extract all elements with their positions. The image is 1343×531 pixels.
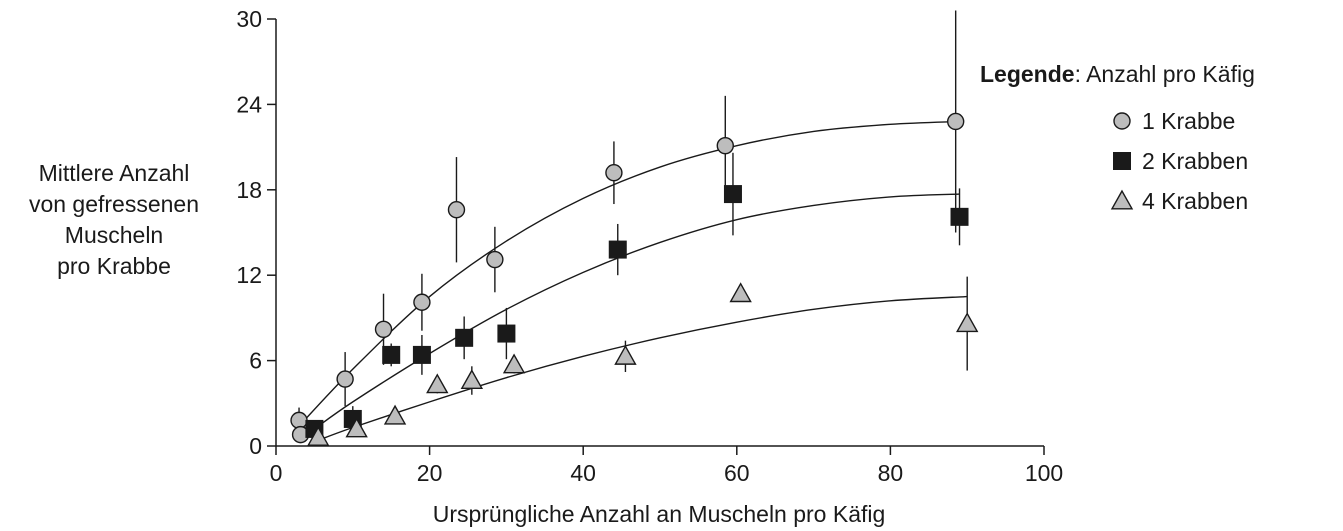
data-point-square	[455, 328, 474, 347]
axes: 0 20 40 60 80 100 0 6 12 18 24 30	[236, 6, 1063, 486]
data-point-circle	[447, 201, 466, 219]
data-point-triangle	[614, 344, 637, 365]
data-point-circle	[716, 136, 734, 155]
plot-area	[290, 10, 979, 446]
data-point-triangle	[956, 312, 979, 333]
y-tick-label: 6	[249, 348, 262, 374]
legend-title-bold: Legende	[980, 61, 1075, 87]
data-point-circle	[336, 370, 354, 388]
fit-lines	[298, 120, 968, 443]
data-point-square	[382, 345, 401, 364]
data-point-square	[412, 345, 431, 364]
x-tick-label: 0	[270, 460, 283, 486]
legend-label: 2 Krabben	[1142, 148, 1248, 174]
legend-label: 4 Krabben	[1142, 188, 1248, 214]
x-tick-label: 80	[878, 460, 904, 486]
legend-items: 1 Krabbe 2 Krabben 4 Krabben	[1110, 108, 1248, 214]
x-tick-label: 20	[417, 460, 443, 486]
data-point-square	[497, 324, 516, 343]
legend: Legende: Anzahl pro Käfig 1 Krabbe 2 Krab…	[980, 61, 1255, 214]
data-point-circle	[374, 320, 393, 338]
y-axis-label-line: Mittlere Anzahl	[39, 160, 190, 186]
y-axis-label: Mittlere Anzahl von gefressenen Muscheln pr…	[29, 160, 199, 279]
data-point-triangle	[502, 353, 526, 374]
legend-marker-circle	[1113, 112, 1131, 130]
fit-line-square	[313, 193, 960, 430]
x-ticks: 0 20 40 60 80 100	[270, 446, 1063, 486]
data-point-square	[608, 240, 627, 259]
data-point-circle	[946, 112, 965, 131]
y-axis-label-line: von gefressenen	[29, 191, 199, 217]
y-tick-label: 30	[236, 6, 262, 32]
data-point-triangle	[345, 417, 368, 438]
data-point-square	[723, 185, 742, 204]
data-point-circle	[605, 164, 623, 182]
fit-line-circle	[298, 120, 960, 427]
data-markers	[290, 112, 979, 446]
legend-title: Legende: Anzahl pro Käfig	[980, 61, 1255, 87]
data-point-triangle	[426, 373, 449, 394]
y-axis-label-line: pro Krabbe	[57, 253, 171, 279]
y-tick-label: 12	[236, 262, 262, 288]
data-point-circle	[413, 293, 431, 311]
legend-label: 1 Krabbe	[1142, 108, 1235, 134]
y-tick-label: 18	[236, 177, 262, 203]
data-point-triangle	[383, 404, 407, 425]
legend-marker-square	[1113, 152, 1131, 170]
data-point-triangle	[460, 369, 484, 390]
x-tick-label: 40	[570, 460, 596, 486]
x-tick-label: 100	[1025, 460, 1063, 486]
data-point-square	[950, 207, 969, 226]
legend-marker-triangle	[1110, 189, 1134, 210]
y-tick-label: 24	[236, 91, 262, 117]
y-ticks: 0 6 12 18 24 30	[236, 6, 276, 459]
legend-title-rest: : Anzahl pro Käfig	[1075, 61, 1255, 87]
y-axis-label-line: Muscheln	[65, 222, 163, 248]
data-point-circle	[290, 411, 308, 430]
fit-line-triangle	[314, 295, 968, 443]
x-axis-label: Ursprüngliche Anzahl an Muscheln pro Käf…	[433, 501, 886, 527]
data-point-circle	[486, 250, 504, 269]
error-bars	[298, 10, 968, 442]
data-point-triangle	[729, 282, 752, 303]
y-tick-label: 0	[249, 433, 262, 459]
x-tick-label: 60	[724, 460, 750, 486]
